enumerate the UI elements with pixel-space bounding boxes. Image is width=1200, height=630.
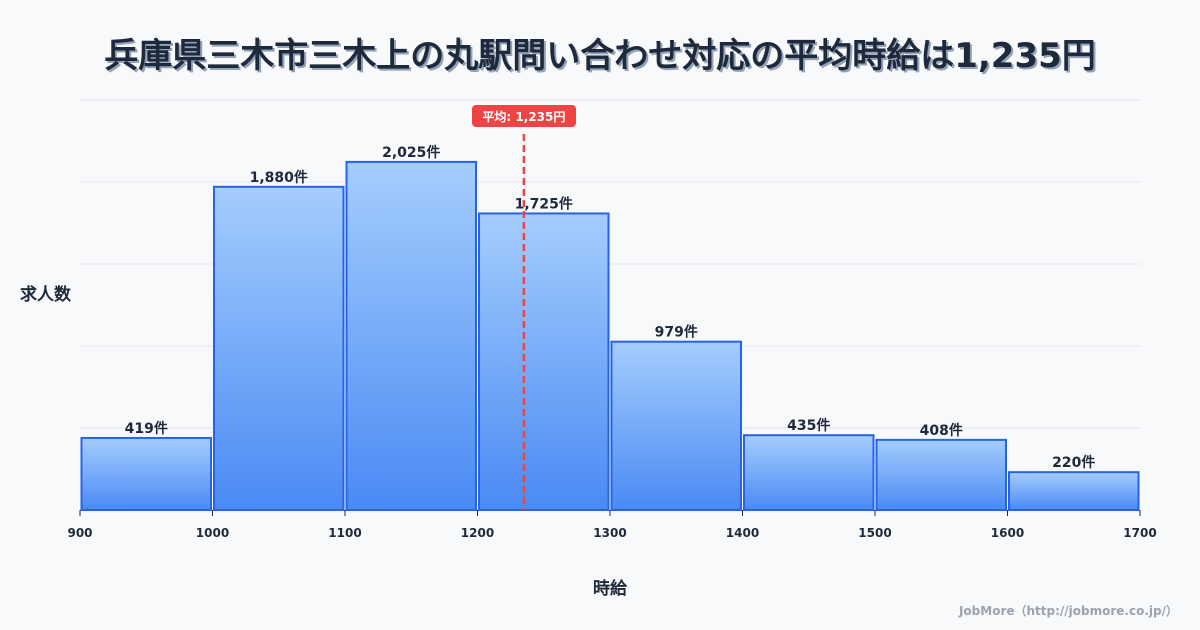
bar-value-label: 2,025件 xyxy=(382,144,440,161)
x-axis: 900 1000 1100 1200 1300 1400 1500 1600 1700 xyxy=(67,510,1157,540)
histogram-bar xyxy=(875,438,1007,511)
x-tick-label: 1000 xyxy=(196,526,229,540)
bar-value-label: 220件 xyxy=(1052,454,1095,471)
bar-value-label: 408件 xyxy=(920,422,963,439)
bar-value-label: 435件 xyxy=(787,417,830,434)
x-tick-label: 1700 xyxy=(1123,526,1156,540)
histogram-bar xyxy=(213,185,345,511)
x-tick-label: 1400 xyxy=(726,526,759,540)
x-axis-label: 時給 xyxy=(593,579,627,599)
x-tick-label: 1300 xyxy=(593,526,626,540)
bar-value-label: 1,880件 xyxy=(250,169,308,186)
histogram-bar xyxy=(478,212,610,512)
bar-value-label: 979件 xyxy=(655,324,698,341)
histogram-bar xyxy=(80,436,212,511)
source-credit: JobMore（http://jobmore.co.jp/） xyxy=(958,604,1178,618)
bar-value-label: 1,725件 xyxy=(515,195,573,212)
x-tick-label: 1500 xyxy=(858,526,891,540)
chart-title: 兵庫県三木市三木上の丸駅問い合わせ対応の平均時給は1,235円 xyxy=(104,36,1096,76)
x-tick-label: 1600 xyxy=(991,526,1024,540)
histogram-bar xyxy=(1008,471,1140,512)
histogram-bar xyxy=(345,160,477,512)
histogram-bar xyxy=(610,340,742,511)
bars: 419件 1,880件 2,025件 1,725件 979件 435件 408件 220件 xyxy=(80,144,1140,512)
mean-badge: 平均: 1,235円 xyxy=(471,105,576,127)
x-tick-label: 1100 xyxy=(328,526,361,540)
histogram-bar xyxy=(743,434,875,511)
x-tick-label: 900 xyxy=(67,526,92,540)
x-tick-label: 1200 xyxy=(461,526,494,540)
y-axis-label: 求人数 xyxy=(20,285,71,305)
bar-value-label: 419件 xyxy=(125,420,168,437)
